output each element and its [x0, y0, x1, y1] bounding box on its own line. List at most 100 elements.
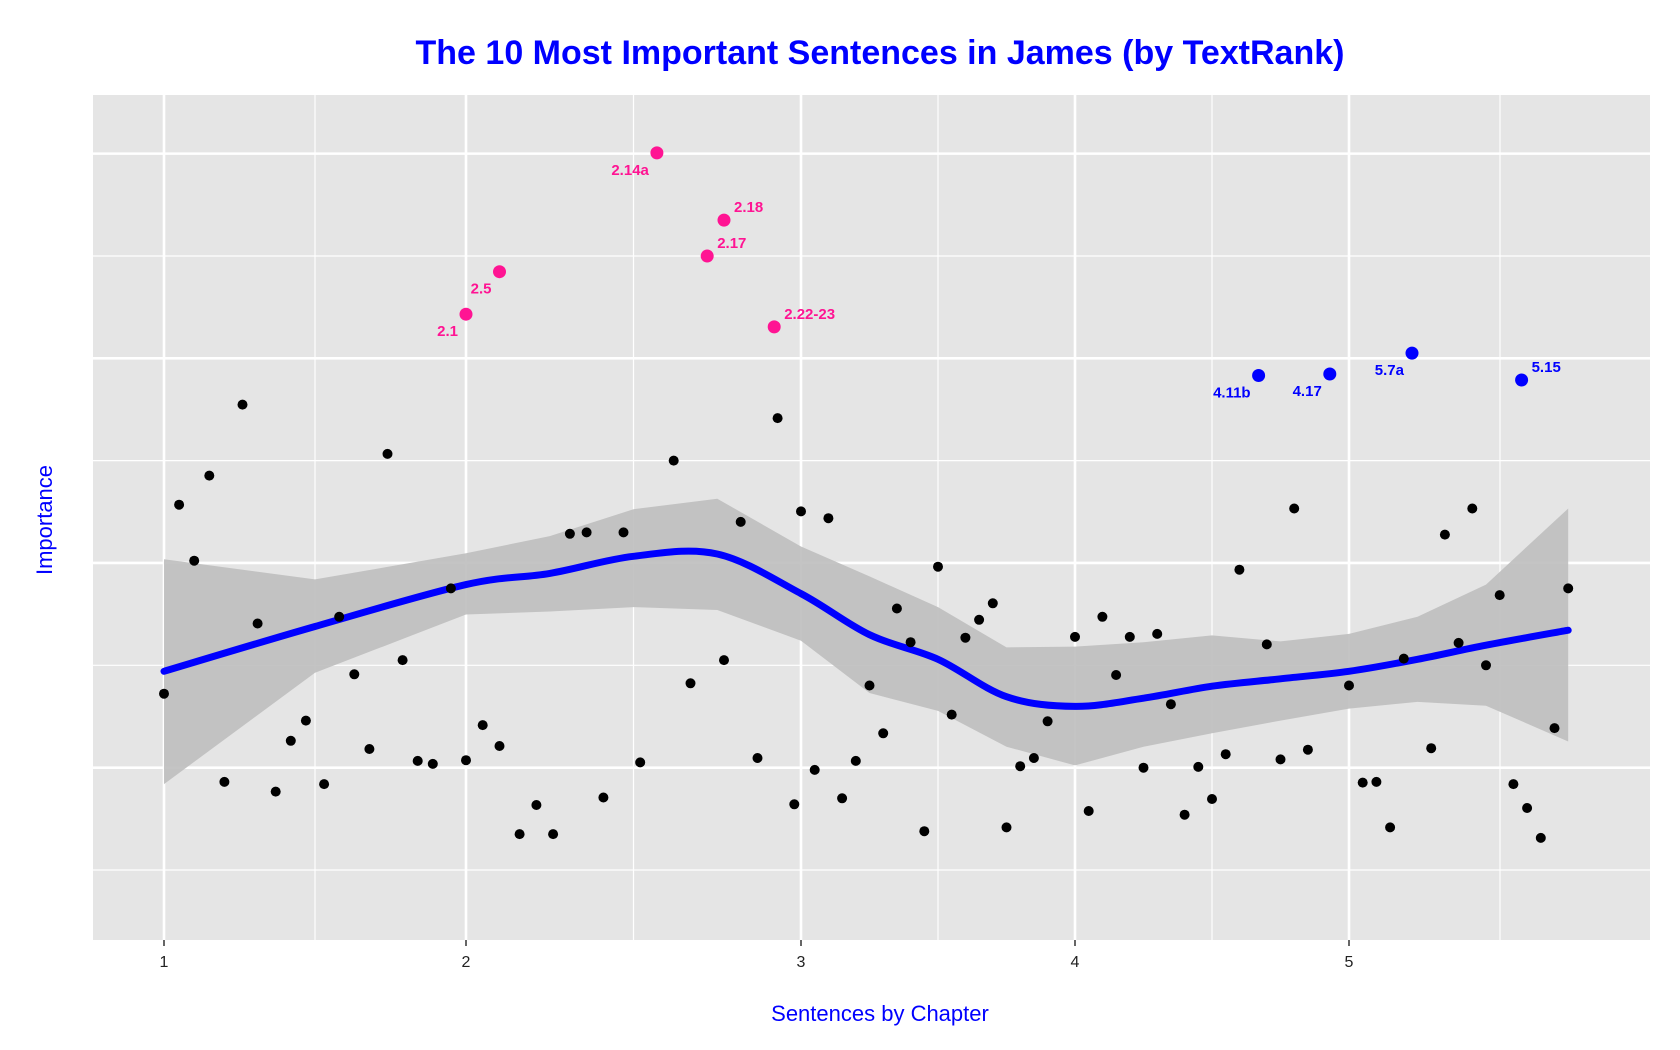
- data-point: [668, 455, 679, 466]
- highlight-point: [1515, 373, 1529, 387]
- smooth-line-path: [160, 547, 1572, 710]
- data-point: [635, 757, 646, 768]
- data-point: [1371, 776, 1382, 787]
- highlight-point: [767, 320, 781, 334]
- data-point: [189, 555, 200, 566]
- x-axis-ticks: 1 2 3 4 5: [160, 940, 1354, 971]
- data-point: [477, 720, 488, 731]
- data-point: [987, 598, 998, 609]
- data-point: [531, 800, 542, 810]
- data-point: [891, 603, 902, 614]
- data-point: [837, 793, 848, 804]
- x-axis-title: Sentences by Chapter: [771, 1001, 989, 1026]
- x-tick-label: 1: [160, 954, 169, 971]
- x-tick-label: 4: [1071, 954, 1080, 971]
- highlight-label: 2.17: [717, 235, 746, 252]
- confidence-band: [164, 498, 1569, 785]
- highlight-label: 5.15: [1532, 359, 1561, 376]
- data-point: [598, 792, 609, 803]
- data-point: [349, 669, 360, 680]
- highlight-point: [650, 146, 664, 160]
- data-point: [237, 399, 248, 410]
- data-point: [270, 786, 281, 797]
- data-point: [1535, 832, 1546, 843]
- data-point: [960, 632, 971, 643]
- data-point: [823, 513, 834, 524]
- data-point: [850, 755, 861, 766]
- data-point: [1111, 670, 1122, 680]
- data-point: [397, 655, 408, 666]
- plot-panel: [93, 95, 1650, 940]
- data-point: [1289, 503, 1300, 514]
- data-point: [864, 680, 875, 691]
- highlight-label: 4.17: [1293, 383, 1322, 400]
- data-point: [905, 637, 916, 648]
- data-point: [1439, 529, 1450, 540]
- data-point: [1275, 754, 1286, 765]
- data-point: [174, 499, 185, 510]
- data-point: [252, 618, 263, 629]
- highlight-label: 2.5: [471, 281, 492, 298]
- data-point: [1302, 744, 1313, 755]
- data-point: [809, 764, 820, 775]
- data-point: [1344, 680, 1354, 691]
- highlight-point: [1252, 369, 1266, 382]
- highlight-point: [700, 249, 714, 263]
- data-point: [1152, 628, 1163, 639]
- data-point: [548, 829, 559, 840]
- data-point: [564, 528, 575, 539]
- data-point: [1124, 631, 1135, 642]
- highlight-label: 2.14a: [611, 162, 649, 179]
- data-point: [796, 506, 806, 517]
- data-point: [461, 755, 471, 766]
- highlight-point: [717, 213, 731, 227]
- data-point: [618, 527, 629, 538]
- x-tick-label: 5: [1345, 954, 1354, 971]
- scatter-points: [159, 399, 1574, 843]
- data-point: [946, 709, 957, 720]
- data-point: [1070, 631, 1080, 642]
- smooth-trend-line: [160, 547, 1572, 710]
- data-point: [494, 741, 505, 751]
- data-point: [919, 826, 930, 837]
- data-point: [1220, 749, 1231, 760]
- data-point: [300, 715, 311, 726]
- data-point: [364, 744, 375, 754]
- data-point: [1165, 699, 1176, 710]
- x-tick-label: 2: [462, 954, 471, 971]
- data-point: [219, 776, 230, 787]
- data-point: [1385, 822, 1396, 833]
- data-point: [752, 753, 763, 763]
- highlight-point: [1323, 367, 1337, 381]
- data-point: [204, 470, 215, 481]
- data-point: [285, 735, 296, 746]
- x-tick-label: 3: [797, 954, 806, 971]
- data-point: [1193, 761, 1204, 772]
- data-point: [1028, 753, 1039, 763]
- data-point: [159, 688, 169, 699]
- data-point: [427, 758, 438, 769]
- data-point: [382, 448, 393, 459]
- data-point: [1357, 777, 1368, 788]
- confidence-band-area: [164, 498, 1569, 785]
- data-point: [445, 583, 456, 594]
- highlight-label: 2.18: [734, 199, 763, 216]
- highlight-point: [493, 265, 506, 279]
- data-point: [1426, 743, 1437, 754]
- data-point: [933, 561, 943, 572]
- data-point: [412, 755, 423, 766]
- data-point: [319, 779, 330, 790]
- data-point: [1015, 761, 1026, 772]
- highlight-point: [1405, 346, 1419, 360]
- data-point: [1001, 822, 1012, 833]
- data-point: [514, 829, 525, 840]
- data-point: [719, 655, 729, 666]
- data-point: [878, 728, 889, 739]
- data-point: [1467, 503, 1478, 514]
- data-point: [581, 527, 592, 538]
- data-point: [1549, 723, 1560, 734]
- data-point: [1508, 779, 1519, 790]
- data-point: [1138, 762, 1149, 773]
- data-point: [1234, 564, 1245, 575]
